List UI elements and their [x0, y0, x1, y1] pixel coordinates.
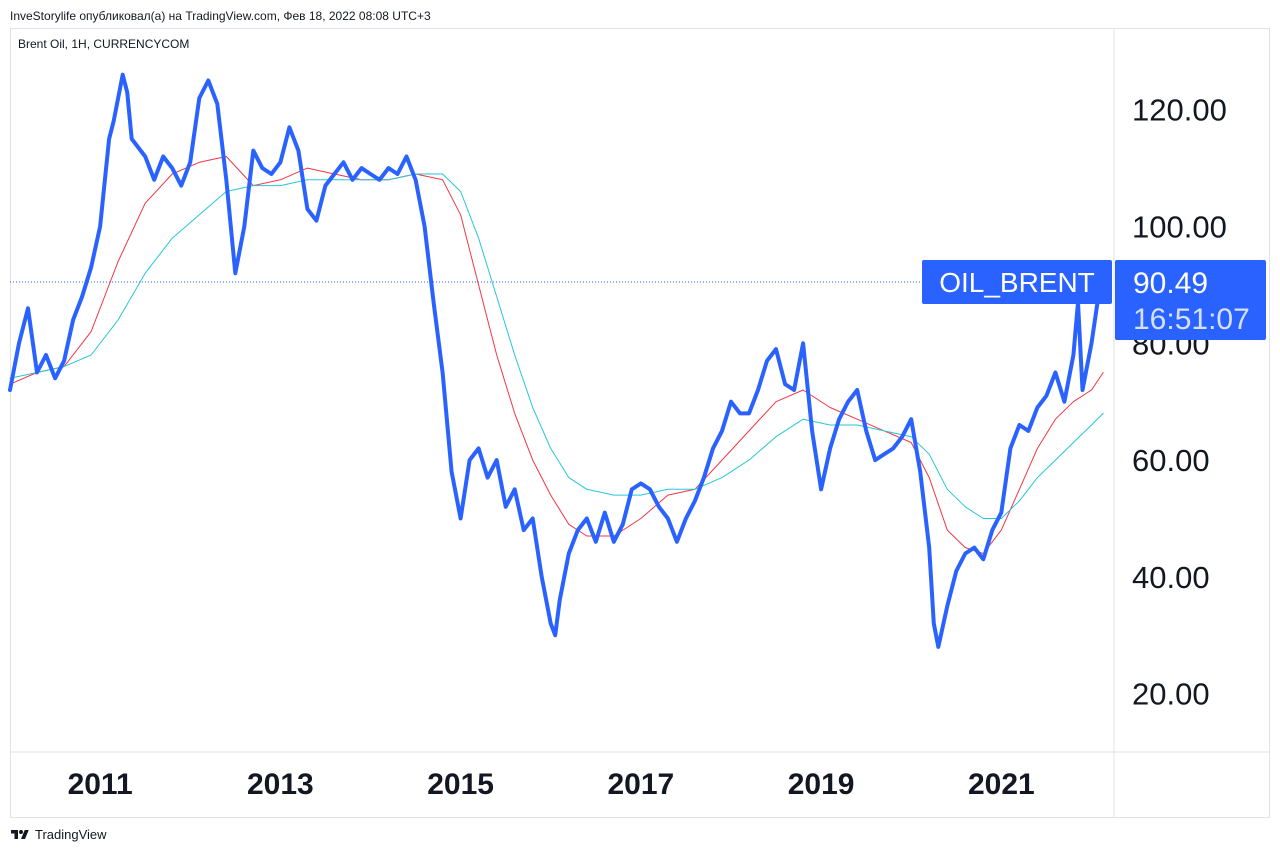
symbol-name-tag — [922, 260, 1112, 305]
last-price-tag — [1115, 260, 1266, 341]
price-tick-label: 100.00 — [1132, 210, 1227, 245]
time-tick-label: 2011 — [68, 768, 133, 801]
time-scale[interactable]: 2011 2013 2015 2017 2019 2021 — [68, 768, 1035, 801]
time-tick-label: 2019 — [788, 768, 855, 801]
price-tag[interactable]: OIL_BRENT 90.49 16:51:07 — [922, 260, 1266, 341]
moving-average-line — [9, 173, 1104, 519]
published-line: InveStorylife опубликовал(а) на TradingV… — [10, 9, 431, 23]
time-tick-label: 2013 — [247, 768, 314, 801]
series-layer — [8, 72, 1106, 649]
bar-countdown-timer: 16:51:07 — [1133, 303, 1250, 336]
moving-average-line — [9, 156, 1104, 554]
symbol-name-tag-text: OIL_BRENT — [939, 267, 1095, 298]
price-tick-label: 60.00 — [1132, 443, 1210, 478]
footer[interactable]: TradingView — [10, 827, 107, 842]
time-tick-label: 2015 — [427, 768, 494, 801]
footer-brand: TradingView — [35, 827, 107, 842]
last-price-tag-value: 90.49 — [1133, 267, 1208, 300]
price-series-line — [8, 72, 1106, 649]
price-tick-label: 120.00 — [1132, 93, 1227, 128]
tradingview-logo-icon — [11, 829, 29, 839]
time-tick-label: 2017 — [607, 768, 674, 801]
price-tick-label: 40.00 — [1132, 560, 1210, 595]
price-tick-label: 20.00 — [1132, 677, 1210, 712]
chart-frame — [10, 28, 1270, 818]
symbol-label[interactable]: Brent Oil, 1H, CURRENCYCOM — [18, 37, 190, 51]
time-tick-label: 2021 — [968, 768, 1035, 801]
